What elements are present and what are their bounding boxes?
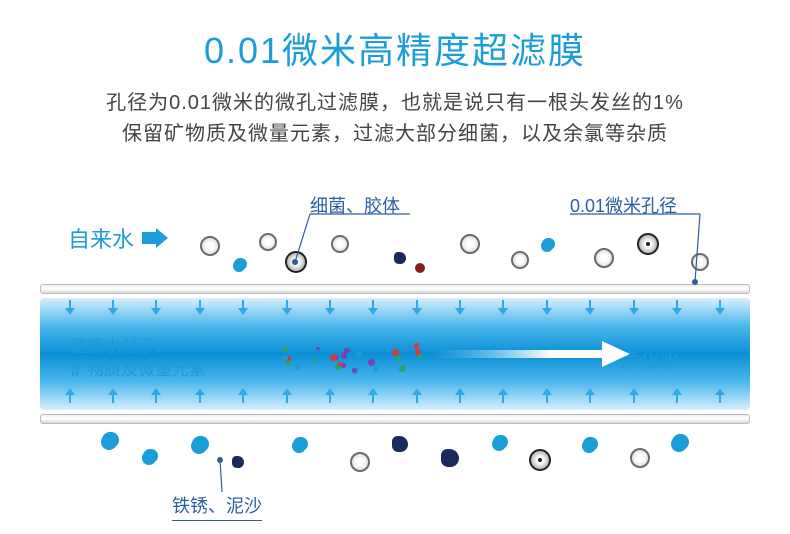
legend-rust: 铁锈、泥沙 — [172, 492, 262, 516]
page-title: 0.01微米高精度超滤膜 — [0, 0, 790, 74]
subtitle: 孔径为0.01微米的微孔过滤膜，也就是说只有一根头发丝的1% 保留矿物质及微量元… — [0, 88, 790, 150]
subtitle-line2: 保留矿物质及微量元素，过滤大部分细菌，以及余氯等杂质 — [0, 119, 790, 150]
filtration-diagram: 自来水 细菌、胶体 0.01微米孔径 健康水分子、 矿物质及微量元素 净化水 铁… — [0, 174, 790, 534]
legend-text: 铁锈、泥沙 — [172, 492, 262, 521]
subtitle-line1: 孔径为0.01微米的微孔过滤膜，也就是说只有一根头发丝的1% — [0, 88, 790, 119]
particles-bottom — [0, 174, 790, 534]
